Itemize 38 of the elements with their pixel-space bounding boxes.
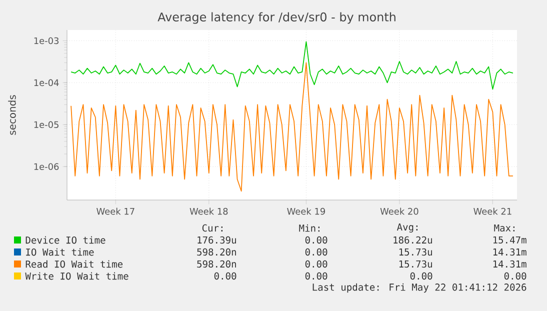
text: 0.00 bbox=[214, 272, 236, 280]
line-series bbox=[70, 62, 514, 192]
legend-label: Write IO Wait time bbox=[25, 272, 128, 280]
text: 0.00 bbox=[305, 236, 328, 244]
y-tick-label: 1e-03 bbox=[34, 37, 59, 44]
text: 598.20n bbox=[197, 260, 236, 268]
x-tick-label: Week 18 bbox=[190, 208, 228, 215]
text: Min: bbox=[299, 224, 320, 232]
text: 186.22u bbox=[394, 236, 432, 244]
y-tick-label: 1e-04 bbox=[34, 79, 59, 86]
legend-label: Read IO Wait time bbox=[26, 260, 123, 268]
text: Cur: bbox=[202, 224, 222, 232]
text: 0.00 bbox=[410, 272, 432, 280]
text: 0.00 bbox=[305, 260, 328, 268]
text: Last update: Fri May 22 01:41:12 2026 bbox=[312, 283, 526, 293]
chart-title: Average latency for /dev/sr0 - by month bbox=[158, 12, 396, 24]
text: 15.73u bbox=[399, 260, 432, 268]
legend-label: IO Wait time bbox=[26, 248, 94, 256]
text: 15.47m bbox=[493, 236, 526, 244]
y-axis-title: seconds bbox=[8, 95, 16, 135]
legend-label: Device IO time bbox=[26, 236, 106, 244]
text: 598.20n bbox=[197, 248, 236, 256]
text: 15.73u bbox=[399, 248, 432, 256]
text: Avg: bbox=[396, 223, 418, 233]
text: 0.00 bbox=[305, 272, 328, 280]
y-tick-label: 1e-05 bbox=[34, 121, 58, 128]
text: 176.39u bbox=[198, 236, 236, 244]
x-tick-label: Week 20 bbox=[380, 208, 418, 215]
text: 14.31m bbox=[493, 260, 526, 268]
text: 14.31m bbox=[493, 248, 526, 256]
x-tick-label: Week 19 bbox=[287, 208, 325, 215]
y-tick-label: 1e-06 bbox=[34, 163, 59, 170]
text: 0.00 bbox=[305, 248, 328, 256]
x-tick-label: Week 17 bbox=[96, 208, 134, 215]
text: 0.00 bbox=[504, 272, 526, 280]
x-tick-label: Week 21 bbox=[474, 208, 512, 215]
line-series bbox=[70, 41, 514, 90]
text: Max: bbox=[494, 224, 514, 232]
